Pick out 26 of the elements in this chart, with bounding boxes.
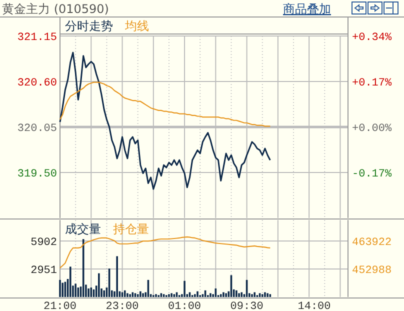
text: 商品叠加	[283, 2, 331, 16]
y2-tick-label: 452988	[352, 264, 392, 277]
y-tick-label: 321.15	[17, 32, 57, 44]
y-tick-label: 2951	[30, 264, 58, 277]
x-tick-label: 09:30	[230, 301, 264, 311]
series-label: 持仓量	[113, 222, 149, 236]
y-tick-label: 319.50	[17, 168, 57, 180]
text: 均线	[124, 19, 149, 33]
x-tick-label: 21:00	[43, 301, 77, 311]
y2-tick-label: +0.34%	[352, 32, 392, 44]
y2-tick-label: -0.17%	[352, 168, 392, 180]
line-series	[59, 52, 271, 190]
line-series	[59, 236, 271, 268]
x-tick-label: 01:00	[168, 301, 202, 311]
y-tick-label: 320.60	[17, 77, 57, 90]
x-tick-label: 14:00	[298, 301, 331, 311]
series-label: 分时走势	[65, 19, 113, 33]
series-label: 成交量	[65, 222, 101, 236]
y2-tick-label: +0.17%	[352, 77, 392, 90]
line-series	[59, 82, 271, 127]
chart-title: 黄金主力 (010590)	[2, 2, 109, 16]
y2-tick-label: 463922	[352, 236, 392, 249]
y-tick-label: 5902	[30, 236, 57, 249]
y2-tick-label: +0.00%	[352, 122, 392, 135]
x-tick-label: 23:00	[106, 301, 139, 311]
y-tick-label: 320.05	[17, 122, 57, 135]
